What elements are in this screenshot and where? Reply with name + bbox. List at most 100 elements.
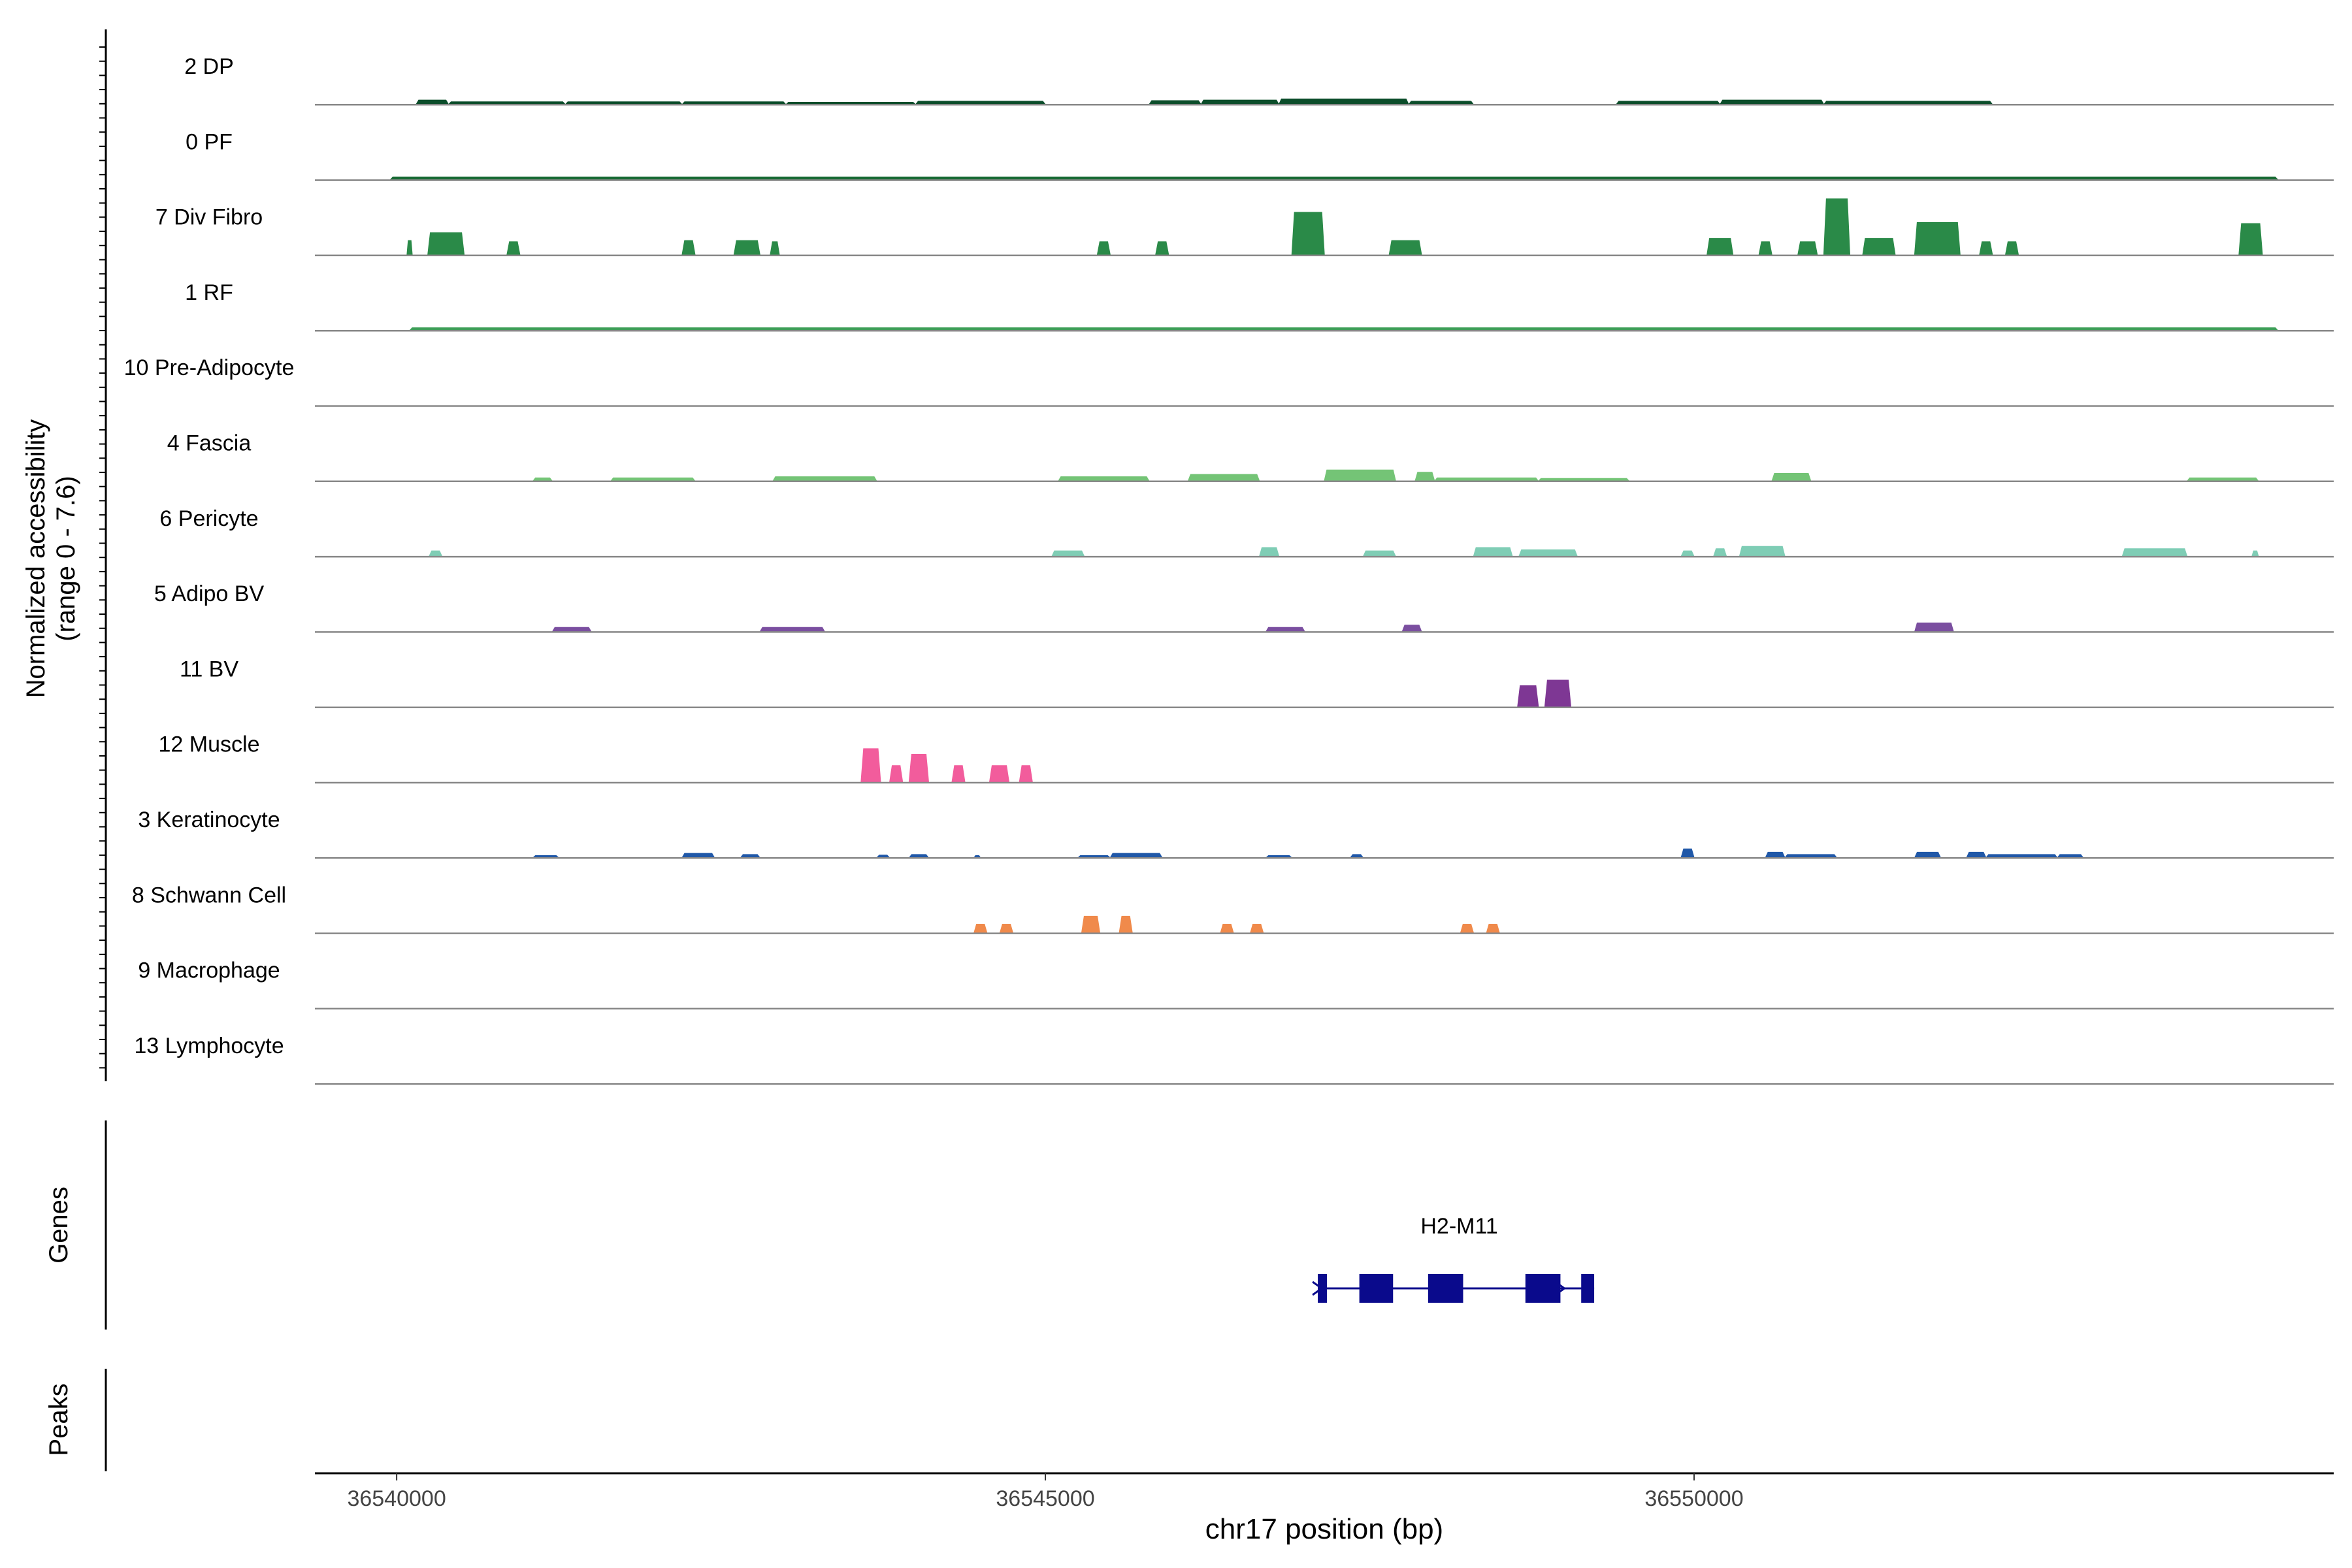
track-label-10-pre-adipocyte: 10 Pre-Adipocyte [124, 355, 295, 380]
peak-4-fascia-6 [1414, 472, 1435, 482]
peak-6-pericyte-10 [2251, 550, 2259, 557]
gene-label-h2-m11: H2-M11 [1420, 1214, 1497, 1239]
peak-12-muscle-2 [908, 753, 930, 783]
peak-11-bv-0 [1517, 685, 1539, 708]
peak-3-keratinocyte-13 [1914, 851, 1942, 859]
track-label-3-keratinocyte: 3 Keratinocyte [138, 808, 280, 832]
track-label-7-div-fibro: 7 Div Fibro [155, 205, 263, 230]
peak-8-schwann-cell-3 [1119, 915, 1133, 934]
peak-7-div-fibro-7 [1154, 241, 1169, 256]
track-3-keratinocyte: 3 Keratinocyte [138, 808, 2334, 859]
gene-exon-h2-m11-1 [1359, 1274, 1394, 1303]
peak-2-dp-8 [1278, 98, 1410, 106]
peak-7-div-fibro-11 [1758, 241, 1773, 256]
peak-12-muscle-5 [1019, 765, 1034, 783]
peak-12-muscle-1 [889, 765, 904, 783]
track-1-rf: 1 RF [185, 280, 2334, 332]
peak-7-div-fibro-17 [2004, 241, 2019, 256]
track-0-pf: 0 PF [186, 129, 2334, 181]
track-label-2-dp: 2 DP [184, 54, 234, 79]
peak-6-pericyte-1 [1051, 550, 1085, 557]
peak-11-bv-1 [1544, 679, 1572, 708]
peak-6-pericyte-4 [1473, 547, 1513, 557]
peak-8-schwann-cell-6 [1460, 924, 1475, 934]
track-label-5-adipo-bv: 5 Adipo BV [154, 581, 265, 606]
peak-6-pericyte-9 [2121, 548, 2188, 557]
peak-7-div-fibro-13 [1823, 198, 1851, 256]
peak-7-div-fibro-0 [406, 240, 413, 256]
peak-3-keratinocyte-10 [1680, 848, 1695, 859]
track-11-bv: 11 BV [180, 657, 2334, 708]
peak-6-pericyte-8 [1739, 546, 1786, 557]
track-label-8-schwann-cell: 8 Schwann Cell [132, 883, 286, 907]
peak-7-div-fibro-10 [1706, 238, 1734, 256]
peak-7-div-fibro-1 [427, 232, 465, 256]
peak-7-div-fibro-16 [1978, 241, 1993, 256]
gene-exon-h2-m11-3 [1525, 1274, 1561, 1303]
x-tick-label-2: 36550000 [1644, 1486, 1743, 1511]
peak-7-div-fibro-9 [1388, 240, 1422, 256]
track-label-4-fascia: 4 Fascia [167, 431, 252, 456]
track-6-pericyte: 6 Pericyte [159, 506, 2334, 558]
peak-8-schwann-cell-2 [1081, 915, 1101, 934]
track-label-12-muscle: 12 Muscle [159, 732, 260, 757]
track-panels: 2 DP 0 PF 7 Div Fibro 1 RF 10 Pre-Adipocyte 4… [124, 54, 2334, 1085]
gene-strand-arrow-h2-m11-0 [1312, 1281, 1324, 1296]
peak-7-div-fibro-14 [1862, 238, 1896, 256]
track-label-1-rf: 1 RF [185, 280, 233, 305]
track-4-fascia: 4 Fascia [167, 431, 2334, 483]
peak-7-div-fibro-8 [1291, 212, 1325, 256]
x-tick-label-0: 36540000 [347, 1486, 446, 1511]
x-axis-label: chr17 position (bp) [1205, 1513, 1443, 1545]
gene-exon-h2-m11-4 [1581, 1274, 1595, 1303]
track-7-div-fibro: 7 Div Fibro [155, 198, 2334, 257]
peak-3-keratinocyte-14 [1965, 851, 1987, 859]
peak-6-pericyte-5 [1518, 549, 1578, 557]
track-10-pre-adipocyte: 10 Pre-Adipocyte [124, 355, 2334, 407]
peaks-panel-label: Peaks [44, 1383, 73, 1456]
track-label-11-bv: 11 BV [180, 657, 238, 681]
peak-7-div-fibro-12 [1797, 241, 1818, 256]
peak-12-muscle-4 [988, 765, 1010, 783]
peak-6-pericyte-0 [428, 550, 443, 557]
peak-4-fascia-5 [1324, 469, 1397, 482]
track-label-6-pericyte: 6 Pericyte [159, 506, 258, 531]
gene-h2-m11: H2-M11 [1312, 1214, 1595, 1303]
genes-panel-label: Genes [44, 1186, 73, 1264]
peak-8-schwann-cell-4 [1220, 924, 1234, 934]
track-5-adipo-bv: 5 Adipo BV [154, 581, 2334, 633]
peak-6-pericyte-3 [1362, 550, 1397, 557]
track-label-9-macrophage: 9 Macrophage [138, 958, 280, 983]
gene-strand-arrow-h2-m11-1 [1554, 1281, 1567, 1296]
peak-8-schwann-cell-0 [973, 924, 988, 934]
track-8-schwann-cell: 8 Schwann Cell [132, 883, 2334, 934]
x-axis-ticks: 36540000 36545000 36550000 [347, 1473, 1744, 1511]
peak-7-div-fibro-15 [1914, 221, 1961, 256]
peak-6-pericyte-2 [1258, 547, 1280, 557]
peak-6-pericyte-7 [1712, 548, 1727, 557]
y-axis-ticks [99, 46, 106, 1069]
peak-7-div-fibro-18 [2238, 223, 2263, 256]
gene-annotation-panel: H2-M11 [1312, 1214, 1595, 1303]
y-axis-range-label: (range 0 - 7.6) [52, 476, 80, 641]
track-label-0-pf: 0 PF [186, 129, 233, 154]
peak-4-fascia-9 [1771, 472, 1812, 482]
peak-8-schwann-cell-5 [1249, 924, 1264, 934]
peak-5-adipo-bv-3 [1401, 625, 1422, 633]
track-label-13-lymphocyte: 13 Lymphocyte [134, 1034, 284, 1058]
peak-12-muscle-3 [951, 765, 966, 783]
peak-8-schwann-cell-7 [1486, 924, 1501, 934]
gene-exon-h2-m11-2 [1428, 1274, 1463, 1303]
peak-7-div-fibro-3 [681, 240, 696, 256]
track-9-macrophage: 9 Macrophage [138, 958, 2334, 1010]
peak-5-adipo-bv-4 [1914, 622, 1955, 633]
track-12-muscle: 12 Muscle [159, 732, 2334, 784]
peak-12-muscle-0 [860, 748, 881, 783]
peak-7-div-fibro-6 [1096, 241, 1111, 256]
peak-6-pericyte-6 [1680, 550, 1695, 557]
peak-7-div-fibro-5 [770, 241, 780, 256]
y-axis-label: Normalized accessibility [22, 419, 50, 698]
peak-4-fascia-4 [1187, 474, 1260, 482]
peak-7-div-fibro-2 [506, 241, 521, 256]
